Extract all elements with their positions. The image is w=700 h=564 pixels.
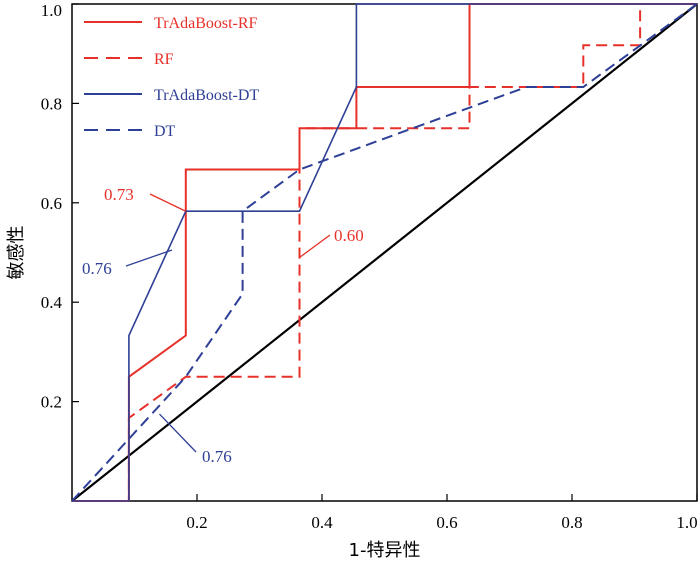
x-tick-label: 0.4 [311,513,333,532]
annotation-label: 0.76 [202,447,232,466]
x-axis-label: 1-特异性 [349,540,421,561]
reference-diagonal [71,3,698,502]
series-layer [71,3,698,502]
annotation-leader [125,249,173,267]
legend-entry: RF [154,51,174,68]
y-tick-label: 0.8 [41,94,62,113]
annotation-label: 0.76 [82,259,112,278]
y-tick-label: 0.4 [41,293,63,312]
legend-entry: TrAdaBoost-RF [154,15,258,32]
annotations: 0.73 0.60 0.76 0.76 [82,185,364,466]
x-tick-label: 0.2 [186,513,207,532]
legend-entry: DT [154,123,176,140]
x-tick-label: 0.8 [561,513,582,532]
series-line-tradaboost-dt [72,3,697,502]
legend-entry: TrAdaBoost-DT [154,87,259,104]
reference-line-layer [71,3,698,502]
annotation-label: 0.73 [104,185,134,204]
ticks-layer: 0.2 0.4 0.6 0.8 1.0 0.2 0.4 0.6 0.8 1.0 [41,1,698,532]
annotation-label: 0.60 [334,226,364,245]
y-tick-label: 0.6 [41,194,62,213]
x-tick-label: 1.0 [676,513,697,532]
annotation-leader [149,193,187,212]
y-tick-label: 0.2 [41,393,62,412]
x-tick-label: 0.6 [436,513,457,532]
y-tick-label: 1.0 [41,1,62,20]
series-line-dt [71,3,698,502]
y-axis-label: 敏感性 [6,226,27,280]
annotation-leader [159,413,197,453]
annotation-leader [299,234,331,258]
legend: TrAdaBoost-RF RF TrAdaBoost-DT DT [84,15,259,140]
